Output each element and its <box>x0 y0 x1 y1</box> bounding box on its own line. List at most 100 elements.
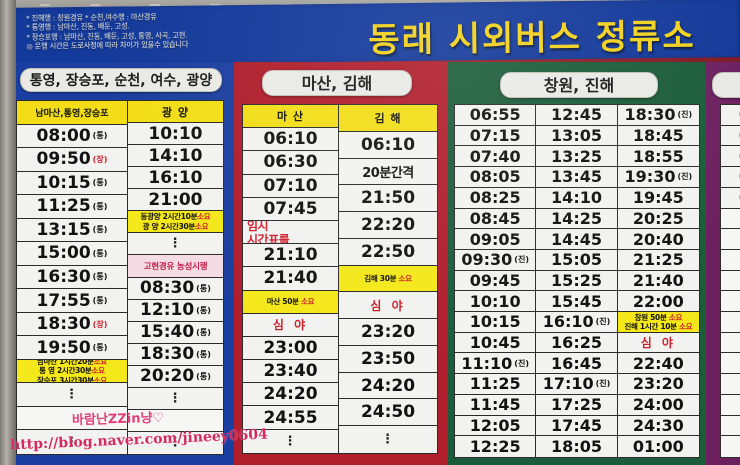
panel-masan-gimhae-col1-header: 김 해 <box>339 105 437 132</box>
time-value: 16:30 <box>36 266 91 287</box>
time-value: 07:45 <box>263 198 318 219</box>
time-cell: 08:45 <box>455 208 536 230</box>
panel-changwon-jinhae-column-0: 06:55 07:15 07:40 08:05 08:25 08:45 09:05 09:30… <box>455 105 537 457</box>
duration-note-line: 진해 1시간 10분 소요 <box>624 321 693 331</box>
time-value: 14:45 <box>551 229 602 249</box>
time-value: 24:00 <box>632 395 684 415</box>
time-suffix: (통) <box>196 371 211 381</box>
time-cell: 10:10 <box>455 291 536 313</box>
time-cell: 22:00 <box>617 291 700 313</box>
time-cell: 20:20 (통) <box>127 365 223 388</box>
time-suffix: (진) <box>595 379 611 389</box>
time-cell: 07:45 <box>243 197 339 221</box>
duration-note: 창원 50분 소요 진해 1시간 10분 소요 <box>617 312 700 333</box>
time-suffix: (진) <box>677 110 693 120</box>
time-suffix: (통) <box>92 131 108 141</box>
time-cell: 07 <box>721 146 740 168</box>
time-value: 06 <box>739 105 740 124</box>
time-value: 10:10 <box>148 123 203 144</box>
time-value: 21:40 <box>632 270 684 290</box>
blank-cell <box>721 374 740 395</box>
time-cell: 11:45 <box>455 394 536 416</box>
time-value: 19:50 <box>36 337 91 358</box>
time-value: 21:40 <box>263 268 318 289</box>
time-cell: 21:50 <box>339 185 437 213</box>
time-value: 12:25 <box>469 437 521 457</box>
time-cell: 20:25 <box>617 208 700 230</box>
time-value: 14:10 <box>551 188 602 208</box>
time-suffix: (진) <box>677 172 693 182</box>
time-value: 15:25 <box>551 270 602 290</box>
ellipsis-cell: ⋮ <box>127 387 223 410</box>
time-value: 18:30 <box>140 344 195 365</box>
time-value: 08:25 <box>469 188 521 208</box>
time-cell: 12:10 (통) <box>127 299 223 322</box>
time-suffix: (장) <box>92 319 108 329</box>
blank-cell <box>721 270 740 292</box>
time-cell: 15:00 (통) <box>17 242 127 266</box>
time-cell: 14:45 <box>536 229 617 250</box>
time-cell: 08:25 <box>455 187 536 209</box>
ellipsis-cell: ⋮ <box>127 233 223 256</box>
time-value: 08:05 <box>469 167 521 187</box>
panel-masan-gimhae-col0-header: 마 산 <box>243 105 339 129</box>
time-value: 24:50 <box>360 402 416 423</box>
time-cell: 08:30 (통) <box>127 277 223 300</box>
time-cell: 21:25 <box>617 249 700 271</box>
time-suffix: (통) <box>196 283 211 293</box>
time-cell: 23:20 <box>617 374 700 395</box>
time-value: 07:15 <box>469 126 521 146</box>
time-cell: 10:15 <box>455 312 536 333</box>
left-post <box>0 0 16 465</box>
time-cell: 23:50 <box>339 345 437 373</box>
time-cell: 12:45 <box>536 105 617 126</box>
time-cell: 06 <box>721 105 740 126</box>
time-cell: 14:10 <box>127 145 223 168</box>
time-value: 20:25 <box>632 208 684 228</box>
time-value: 22:40 <box>632 353 684 373</box>
time-suffix: (통) <box>92 248 108 258</box>
time-cell: 15:05 <box>536 249 617 271</box>
time-value: 18:55 <box>632 146 684 166</box>
time-value: 07 <box>739 126 740 145</box>
time-cell: 13:05 <box>536 125 617 147</box>
time-value: 24:55 <box>263 407 318 428</box>
time-cell: 16:10 <box>127 167 223 190</box>
time-value: 22:50 <box>360 241 416 262</box>
time-cell: 09:45 <box>455 270 536 292</box>
time-value: 17:45 <box>551 415 602 435</box>
time-value: 13:15 <box>36 219 91 240</box>
time-cell: 23:00 <box>243 336 339 361</box>
time-suffix: (통) <box>196 349 211 359</box>
time-value: 18:05 <box>551 437 602 457</box>
blank-cell <box>721 291 740 313</box>
time-cell: 09:05 <box>455 229 536 250</box>
time-value: 16:10 <box>148 167 203 188</box>
watermark-nickname: 바람난ZZin냥♡ <box>71 410 165 429</box>
time-value: 20:20 <box>140 366 195 387</box>
time-value: 08 <box>739 188 740 207</box>
time-value: 23:20 <box>360 322 416 342</box>
duration-note-line: 창원 50분 소요 <box>634 312 683 322</box>
time-value: 14:10 <box>148 145 203 166</box>
time-value: 13:45 <box>551 167 602 187</box>
time-suffix: (진) <box>514 358 529 368</box>
panel-masan-gimhae: 마산, 김해마 산06:1006:3007:1007:45마산임시시간표를참고하… <box>234 62 448 465</box>
panel-partial-right-column-0: 0607070808 <box>721 105 740 457</box>
time-cell: 15:45 <box>536 291 617 313</box>
ellipsis-cell: ⋮ <box>17 383 127 407</box>
time-cell: 11:25 <box>455 374 536 395</box>
time-cell: 13:25 <box>536 146 617 168</box>
time-cell: 21:40 <box>243 267 339 291</box>
time-cell: 13:15 (통) <box>17 218 127 243</box>
time-value: 15:00 <box>36 243 91 264</box>
time-suffix: (통) <box>92 296 108 306</box>
time-cell: 24:20 <box>339 372 437 400</box>
time-value: 23:40 <box>263 361 318 382</box>
late-night-label: 심 야 <box>617 332 700 354</box>
time-cell: 19:45 <box>617 187 700 209</box>
notice-line: 시간표를 <box>247 232 290 245</box>
time-cell: 23:20 <box>339 319 437 346</box>
time-cell: 16:30 (통) <box>17 265 127 290</box>
time-suffix: (통) <box>92 225 108 235</box>
